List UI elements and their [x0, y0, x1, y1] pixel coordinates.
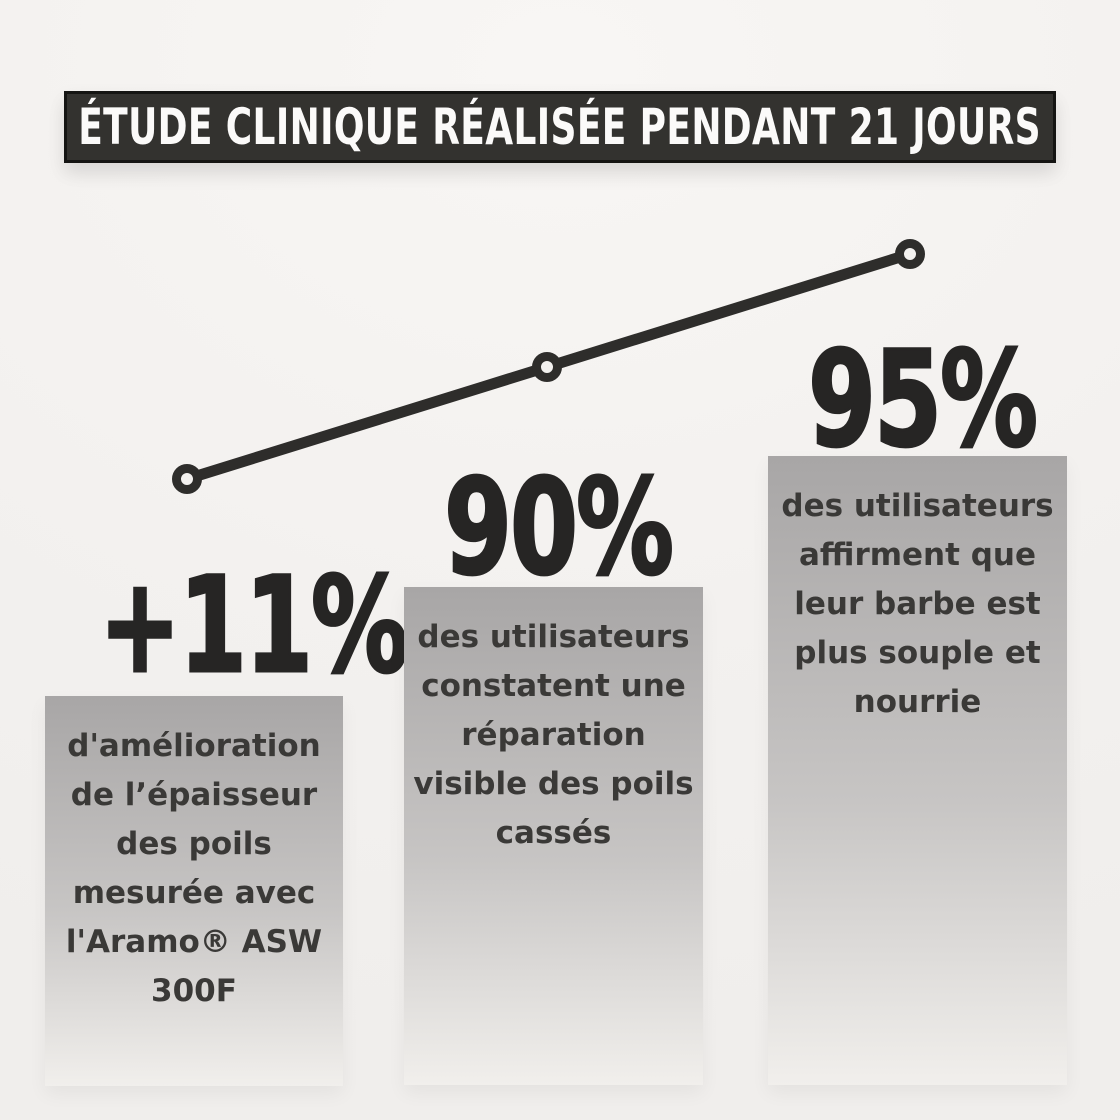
stat-line: des utilisateurs [781, 488, 1054, 524]
stat-value-plus11: +11% [45, 559, 410, 694]
stat-description: des utilisateurs affirment que leur barb… [768, 456, 1067, 727]
stat-value-text: +11% [98, 549, 410, 703]
data-point-dot [532, 352, 562, 382]
stat-line: de l’épaisseur [70, 777, 318, 813]
stat-line: cassés [495, 815, 612, 851]
stat-line: plus souple et [794, 635, 1041, 671]
stat-line: nourrie [853, 684, 982, 720]
stat-value-90: 90% [404, 451, 704, 605]
stat-box-plus11: d'amélioration de l’épaisseur des poils … [45, 696, 343, 1086]
stat-line: 300F [151, 973, 237, 1009]
stat-line: l'Aramo® ASW [65, 924, 323, 960]
stat-line: affirment que [798, 537, 1037, 573]
stat-line: mesurée avec [72, 875, 316, 911]
stat-line: leur barbe est [794, 586, 1041, 622]
stat-line: constatent une [421, 668, 686, 704]
stat-line: visible des poils [413, 766, 694, 802]
stat-line: réparation [461, 717, 646, 753]
data-point-dot [895, 239, 925, 269]
stat-value-text: 95% [807, 323, 1039, 477]
stat-value-95: 95% [768, 323, 1068, 477]
page-title: ÉTUDE CLINIQUE RÉALISÉE PENDANT 21 JOURS [78, 98, 1042, 156]
stat-box-90: des utilisateurs constatent une réparati… [404, 587, 703, 1085]
stat-line: d'amélioration [67, 728, 321, 764]
stat-line: des utilisateurs [417, 619, 690, 655]
stat-description: d'amélioration de l’épaisseur des poils … [45, 696, 343, 1016]
stat-box-95: des utilisateurs affirment que leur barb… [768, 456, 1067, 1085]
stat-value-text: 90% [443, 451, 675, 605]
stat-description: des utilisateurs constatent une réparati… [404, 587, 703, 858]
title-banner: ÉTUDE CLINIQUE RÉALISÉE PENDANT 21 JOURS [64, 91, 1056, 163]
data-point-dot [172, 464, 202, 494]
stat-line: des poils [116, 826, 272, 862]
